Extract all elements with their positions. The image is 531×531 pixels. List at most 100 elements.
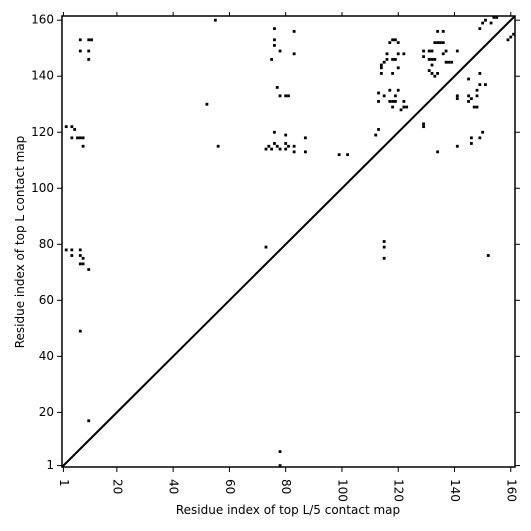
y-tick-label: 80	[39, 237, 54, 251]
contact-point	[273, 27, 276, 31]
contact-point	[303, 136, 307, 140]
contact-point	[455, 144, 459, 148]
contact-point	[292, 52, 296, 56]
contact-point	[78, 329, 82, 333]
contact-point	[78, 248, 82, 252]
y-tick-label: 120	[31, 125, 54, 139]
contact-point	[444, 60, 448, 64]
contact-point	[292, 144, 296, 148]
contact-point	[391, 72, 395, 75]
contact-point	[433, 74, 437, 78]
contact-point	[385, 58, 389, 61]
contact-point	[284, 133, 288, 137]
contact-point	[402, 105, 406, 109]
diagonal	[61, 15, 516, 468]
x-tick-label: 40	[167, 479, 181, 494]
contact-point	[427, 49, 431, 53]
y-tick-label: 140	[31, 69, 54, 83]
contact-point	[475, 105, 479, 109]
contact-point	[70, 254, 74, 257]
contact-point	[478, 72, 482, 75]
contact-point	[430, 49, 434, 53]
contact-point	[284, 94, 288, 98]
contact-point	[87, 268, 91, 271]
contact-point	[284, 147, 288, 151]
x-tick-label: 20	[110, 479, 124, 494]
contact-point	[467, 94, 470, 98]
contact-point	[436, 30, 440, 33]
y-tick-label: 160	[31, 13, 54, 27]
contact-point	[73, 128, 77, 131]
contact-point	[509, 35, 513, 39]
contact-point	[467, 77, 470, 81]
contact-point	[441, 41, 445, 45]
contact-point	[486, 254, 490, 257]
contact-point	[273, 44, 276, 47]
contact-point	[472, 105, 476, 109]
y-tick-label: 1	[46, 458, 54, 472]
contact-point	[278, 94, 282, 98]
contact-point	[379, 66, 383, 70]
contact-point	[441, 52, 445, 56]
contact-point	[427, 69, 431, 73]
contact-point	[391, 58, 395, 61]
contact-point	[303, 150, 307, 154]
contact-point	[284, 142, 288, 145]
contact-point	[394, 100, 397, 103]
contact-point	[382, 245, 386, 249]
contact-point	[506, 38, 510, 42]
contact-point	[481, 130, 485, 134]
contact-point	[275, 144, 279, 148]
contact-point	[394, 94, 397, 98]
contact-point	[70, 125, 74, 129]
contact-point	[81, 144, 85, 148]
contact-point	[396, 88, 400, 92]
contact-point	[87, 38, 91, 42]
contact-point	[467, 100, 470, 103]
contact-point	[396, 41, 400, 45]
contact-point	[469, 97, 473, 101]
contact-point	[270, 147, 274, 151]
contact-point	[270, 58, 274, 61]
contact-point	[278, 464, 282, 467]
contact-point	[433, 41, 437, 45]
contact-point	[391, 38, 395, 42]
contact-point	[292, 150, 296, 154]
contact-point	[78, 136, 82, 140]
contact-point	[402, 52, 406, 56]
contact-point	[447, 60, 451, 64]
x-tick-label: 160	[504, 479, 518, 502]
contact-point	[78, 254, 82, 257]
contact-point	[394, 38, 397, 42]
contact-point	[441, 30, 445, 33]
x-tick-label: 100	[335, 479, 349, 502]
contact-point	[382, 94, 386, 98]
contact-point	[273, 130, 276, 134]
contact-point	[382, 60, 386, 64]
contact-point	[433, 58, 437, 61]
x-axis-label: Residue index of top L/5 contact map	[176, 503, 400, 517]
contact-point	[267, 144, 271, 148]
contact-point	[489, 21, 493, 25]
contact-point	[287, 144, 290, 148]
contact-point	[399, 108, 403, 112]
contact-point	[273, 142, 276, 145]
x-tick-label: 80	[279, 479, 293, 494]
contact-point	[388, 88, 392, 92]
contact-point	[430, 72, 434, 75]
contact-point	[430, 63, 434, 67]
contact-point	[455, 97, 459, 101]
contact-point	[478, 27, 482, 31]
contact-point	[76, 136, 79, 140]
contact-point	[287, 94, 290, 98]
y-tick-label: 60	[39, 293, 54, 307]
x-tick-label: 1	[57, 479, 71, 487]
contact-point	[396, 52, 400, 56]
contact-point	[273, 38, 276, 42]
contact-point	[64, 248, 68, 252]
contact-point	[396, 66, 400, 70]
contact-point	[469, 142, 473, 145]
contact-point	[402, 100, 406, 103]
contact-point	[205, 102, 209, 106]
contact-point	[379, 63, 383, 67]
